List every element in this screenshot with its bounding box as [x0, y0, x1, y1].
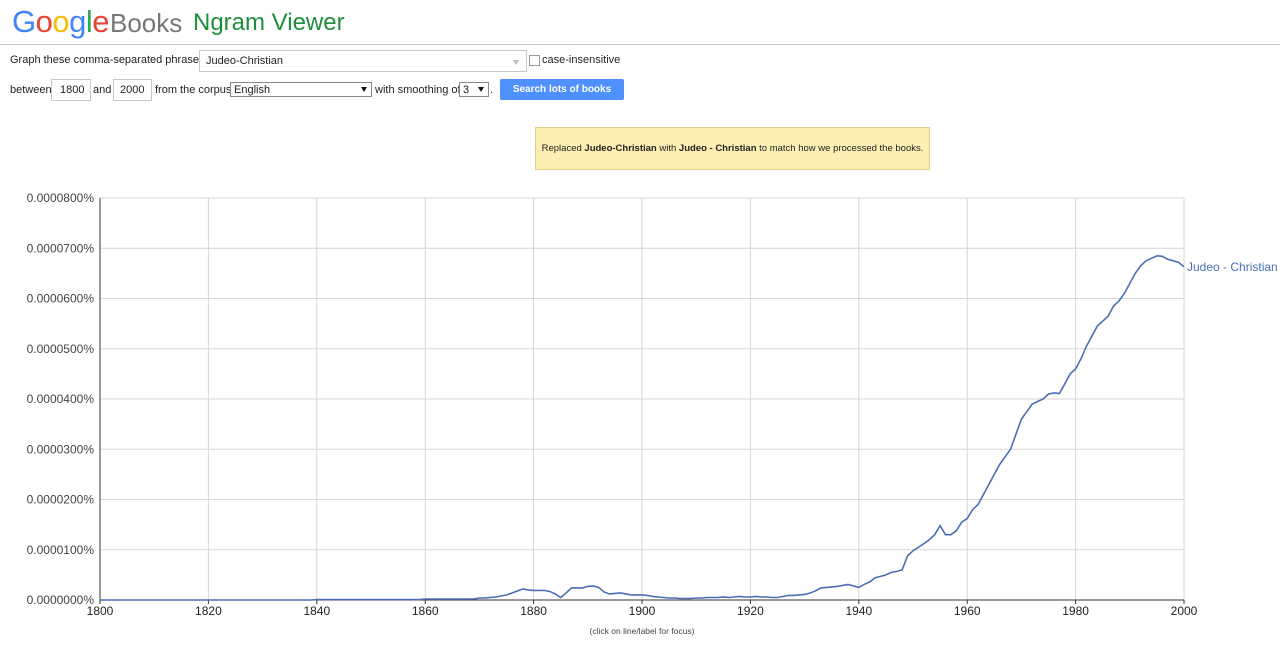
y-tick-label: 0.0000600% — [27, 292, 95, 306]
product-name: Books — [110, 8, 183, 38]
corpus-select[interactable]: English — [230, 82, 372, 97]
header-rule — [0, 44, 1280, 45]
logo-letter: l — [85, 4, 93, 39]
y-tick-label: 0.0000700% — [27, 241, 95, 255]
period: . — [490, 84, 494, 96]
phrases-value: Judeo-Christian — [206, 55, 284, 67]
start-year: 1800 — [60, 84, 85, 96]
chart: 0.0000000% 0.0000100% 0.0000200% 0.0000300%… — [27, 191, 1278, 636]
search-button[interactable]: Search lots of books — [500, 79, 624, 100]
y-tick-label: 0.0000200% — [27, 493, 95, 507]
x-tick-label: 1900 — [629, 604, 656, 618]
x-tick-label: 2000 — [1171, 604, 1198, 618]
notice: Replaced Judeo-Christian with Judeo - Ch… — [535, 127, 930, 170]
y-tick-label: 0.0000500% — [27, 342, 95, 356]
logo-letter: o — [52, 4, 70, 39]
smoothing-select[interactable]: 3 — [459, 82, 489, 97]
chart-note: (click on line/label for focus) — [590, 626, 695, 636]
x-tick-label: 1960 — [954, 604, 981, 618]
x-tick-label: 1840 — [303, 604, 330, 618]
logo-letter: G — [12, 4, 36, 39]
case-label: case-insensitive — [542, 54, 621, 66]
y-tick-label: 0.0000100% — [27, 543, 95, 557]
between-label: between — [10, 84, 52, 96]
series-label[interactable]: Judeo - Christian — [1187, 260, 1278, 274]
series-line[interactable] — [100, 254, 1185, 601]
y-tick-label: 0.0000800% — [27, 191, 95, 205]
logo-letter: g — [69, 4, 86, 39]
corpus-label: from the corpus — [155, 84, 232, 96]
y-tick-label: 0.0000000% — [27, 593, 95, 607]
app-title: Ngram Viewer — [193, 9, 345, 36]
phrases-label: Graph these comma-separated phrases: — [10, 54, 208, 66]
x-tick-label: 1820 — [195, 604, 222, 618]
x-tick-label: 1860 — [412, 604, 439, 618]
y-tick-label: 0.0000300% — [27, 442, 95, 456]
corpus-value: English — [234, 84, 271, 96]
x-tick-label: 1800 — [87, 604, 114, 618]
smoothing-label: with smoothing of — [375, 84, 461, 96]
notice-text: Replaced — [541, 143, 582, 154]
and-label: and — [93, 84, 112, 96]
start-year-input[interactable]: 1800 — [51, 79, 91, 101]
x-tick-label: 1920 — [737, 604, 764, 618]
notice-replacement: Judeo - Christian — [678, 143, 757, 154]
x-tick-label: 1980 — [1062, 604, 1089, 618]
end-year: 2000 — [120, 84, 145, 96]
x-tick-label: 1940 — [845, 604, 872, 618]
logo-letter: e — [92, 4, 110, 39]
x-tick-label: 1880 — [520, 604, 547, 618]
logo-letter: o — [35, 4, 53, 39]
google-logo[interactable]: Google — [12, 4, 110, 40]
smoothing-value: 3 — [463, 84, 470, 96]
phrases-input[interactable]: Judeo-Christian — [199, 50, 527, 72]
notice-original: Judeo-Christian — [584, 143, 657, 154]
notice-text: to match how we processed the books. — [759, 143, 924, 154]
end-year-input[interactable]: 2000 — [113, 79, 152, 101]
notice-text: with — [659, 143, 677, 154]
y-tick-label: 0.0000400% — [27, 392, 95, 406]
case-checkbox[interactable] — [529, 55, 540, 66]
